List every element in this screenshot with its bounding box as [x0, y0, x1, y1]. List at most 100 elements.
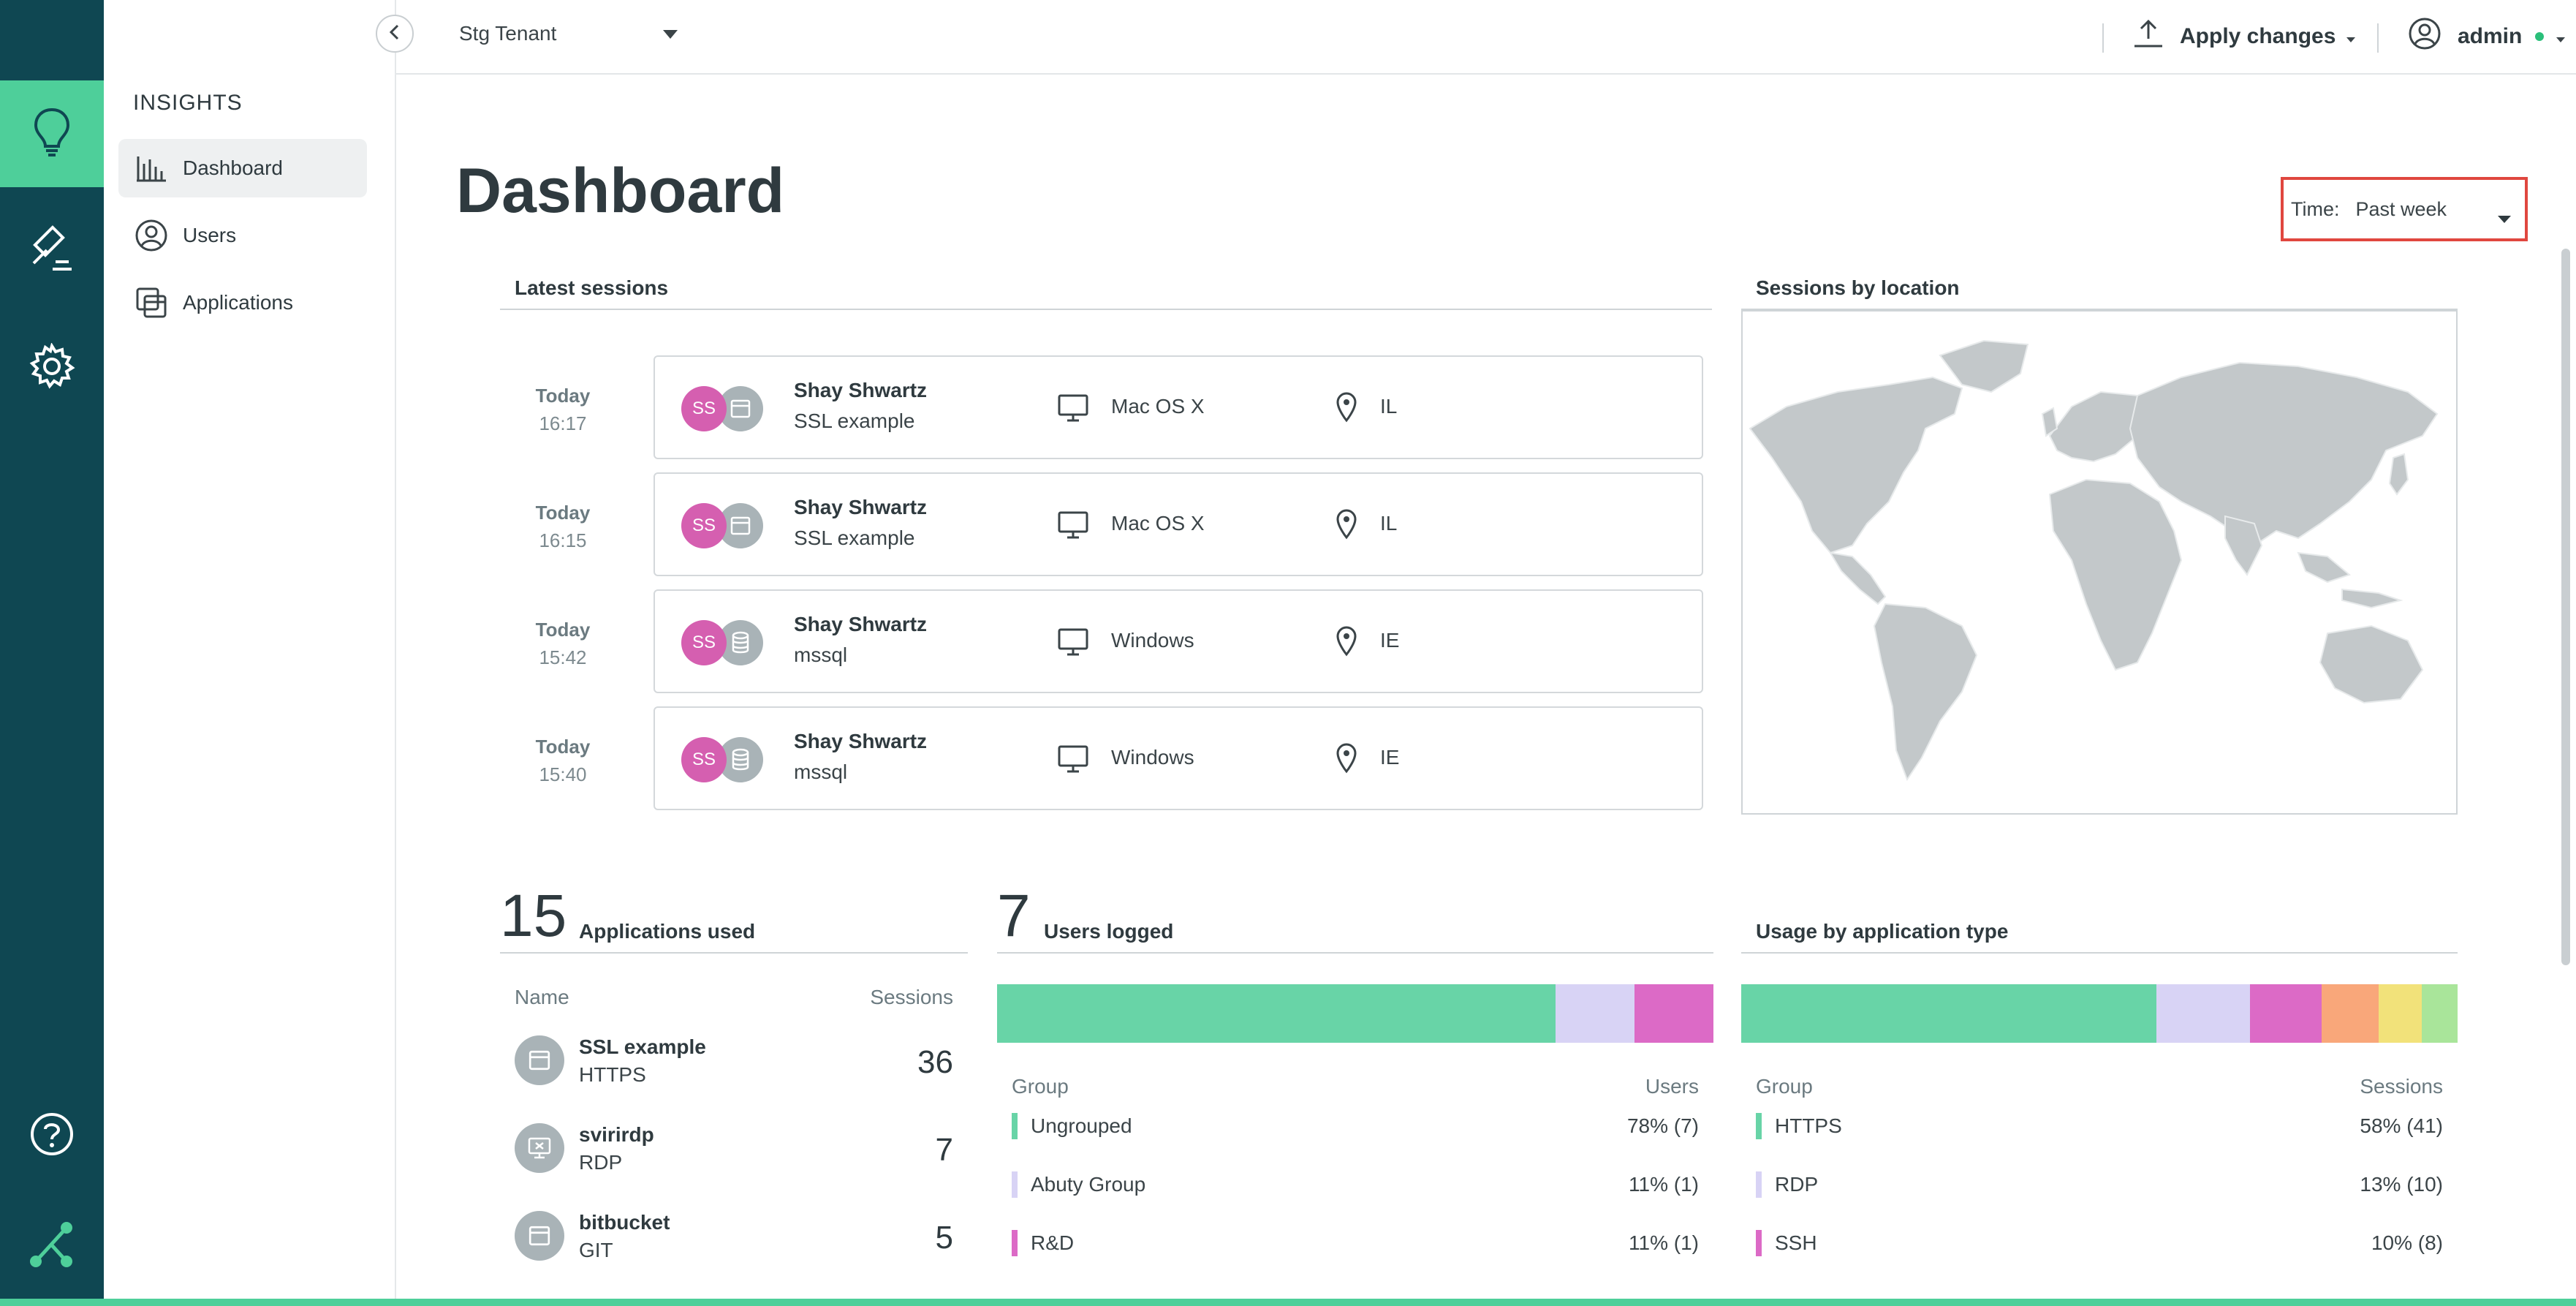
- lightbulb-icon: [31, 107, 72, 162]
- bar-segment[interactable]: [1556, 984, 1635, 1043]
- session-card[interactable]: SS Shay Shwartz SSL example Mac OS X IL: [654, 355, 1703, 459]
- caret-down-icon: [2556, 24, 2566, 49]
- time-filter-value: Past week: [2355, 197, 2447, 220]
- user-menu[interactable]: admin: [2408, 16, 2566, 57]
- legend-label: Ungrouped: [1031, 1114, 1132, 1137]
- sidebar-item-label: Users: [183, 224, 237, 246]
- legend-swatch: [1756, 1113, 1762, 1139]
- latest-sessions-title: Latest sessions: [515, 276, 669, 299]
- sidebar-item-label: Applications: [183, 291, 293, 314]
- application-sessions: 7: [935, 1132, 953, 1168]
- world-map-graphic: [1749, 339, 2439, 782]
- session-user: Shay Shwartz: [794, 730, 928, 752]
- tenant-selector[interactable]: Stg Tenant: [459, 22, 557, 45]
- apply-changes-label: Apply changes: [2180, 24, 2336, 48]
- bar-segment[interactable]: [2379, 984, 2422, 1043]
- session-os: Mac OS X: [1111, 395, 1205, 418]
- upload-icon: [2133, 18, 2180, 55]
- bar-segment[interactable]: [1741, 984, 2157, 1043]
- apply-changes-button[interactable]: Apply changes: [2133, 16, 2372, 57]
- web-app-icon: [515, 1035, 564, 1085]
- application-name[interactable]: bitbucket: [579, 1211, 670, 1234]
- top-bar: Stg Tenant Apply changes admin: [396, 0, 2576, 75]
- help-button[interactable]: [0, 1082, 104, 1189]
- legend-swatch: [1012, 1230, 1018, 1256]
- location-pin-icon: [1335, 507, 1358, 543]
- bottom-accent-line: [0, 1299, 2576, 1306]
- divider: [500, 952, 968, 954]
- monitor-icon: [1057, 510, 1089, 543]
- page-title: Dashboard: [456, 156, 785, 226]
- insights-nav-button[interactable]: [0, 80, 104, 187]
- app-type-usage-bar[interactable]: [1741, 984, 2458, 1043]
- legend-value: 11% (1): [1629, 1231, 1699, 1254]
- session-location: IL: [1380, 395, 1398, 418]
- avatar: SS: [681, 737, 727, 782]
- bar-segment[interactable]: [2321, 984, 2379, 1043]
- session-card[interactable]: SS Shay Shwartz SSL example Mac OS X IL: [654, 472, 1703, 576]
- caret-down-icon[interactable]: [662, 29, 678, 43]
- column-header-sessions: Sessions: [2360, 1075, 2443, 1098]
- legend-value: 13% (10): [2360, 1173, 2443, 1196]
- legend-label: Abuty Group: [1031, 1173, 1146, 1196]
- session-app: SSL example: [794, 526, 915, 549]
- users-logged-title: Users logged: [1044, 920, 1174, 943]
- divider: [1741, 952, 2458, 954]
- settings-nav-button[interactable]: [0, 314, 104, 421]
- avatar: SS: [681, 503, 727, 548]
- scrollbar[interactable]: [2561, 249, 2570, 965]
- session-user: Shay Shwartz: [794, 613, 928, 635]
- connection-logo-icon: [26, 1218, 78, 1274]
- session-card[interactable]: SS Shay Shwartz mssql Windows IE: [654, 706, 1703, 810]
- avatar: SS: [681, 386, 727, 431]
- legend-label: SSH: [1775, 1231, 1817, 1254]
- policies-nav-button[interactable]: [0, 197, 104, 304]
- column-header-group: Group: [1756, 1075, 1813, 1098]
- bar-segment[interactable]: [1634, 984, 1713, 1043]
- sidebar-item-dashboard[interactable]: Dashboard: [118, 139, 367, 197]
- bar-segment[interactable]: [2249, 984, 2322, 1043]
- column-header-name: Name: [515, 986, 569, 1008]
- application-sessions: 5: [935, 1220, 953, 1256]
- applications-used-count: 15: [500, 883, 567, 949]
- legend-value: 78% (7): [1626, 1114, 1699, 1137]
- sidebar-item-applications[interactable]: Applications: [118, 273, 367, 332]
- monitor-icon: [1057, 627, 1089, 660]
- legend-label: HTTPS: [1775, 1114, 1842, 1137]
- session-user: Shay Shwartz: [794, 496, 928, 518]
- monitor-icon: [1057, 744, 1089, 777]
- session-os: Windows: [1111, 746, 1194, 769]
- divider: [1741, 309, 2458, 310]
- world-map[interactable]: [1741, 310, 2458, 815]
- web-app-icon: [515, 1211, 564, 1261]
- time-filter-label: Time:: [2291, 197, 2340, 220]
- sidebar-item-users[interactable]: Users: [118, 206, 367, 265]
- session-app: mssql: [794, 760, 848, 783]
- session-location: IE: [1380, 629, 1400, 652]
- avatar: SS: [681, 620, 727, 665]
- time-filter-select[interactable]: Time: Past week: [2281, 177, 2528, 241]
- legend-swatch: [1012, 1171, 1018, 1198]
- session-card[interactable]: SS Shay Shwartz mssql Windows IE: [654, 589, 1703, 693]
- product-logo[interactable]: [0, 1192, 104, 1299]
- application-name[interactable]: SSL example: [579, 1035, 706, 1058]
- users-group-bar[interactable]: [997, 984, 1713, 1043]
- gear-icon: [29, 341, 75, 393]
- collapse-sidebar-button[interactable]: [376, 15, 414, 53]
- bar-segment[interactable]: [997, 984, 1556, 1043]
- application-name[interactable]: svirirdp: [579, 1123, 654, 1146]
- bar-segment[interactable]: [2421, 984, 2458, 1043]
- legend-label: RDP: [1775, 1173, 1819, 1196]
- legend-swatch: [1012, 1113, 1018, 1139]
- session-time: Today 16:17: [535, 385, 591, 434]
- location-pin-icon: [1335, 624, 1358, 660]
- app-rail: [0, 0, 104, 1306]
- divider: [500, 309, 1712, 310]
- session-app: SSL example: [794, 409, 915, 432]
- applications-icon: [133, 284, 170, 321]
- bar-segment[interactable]: [2156, 984, 2250, 1043]
- application-sessions: 36: [917, 1044, 953, 1080]
- location-pin-icon: [1335, 390, 1358, 426]
- chevron-left-icon: [387, 23, 402, 45]
- session-time: Today 15:40: [535, 736, 591, 785]
